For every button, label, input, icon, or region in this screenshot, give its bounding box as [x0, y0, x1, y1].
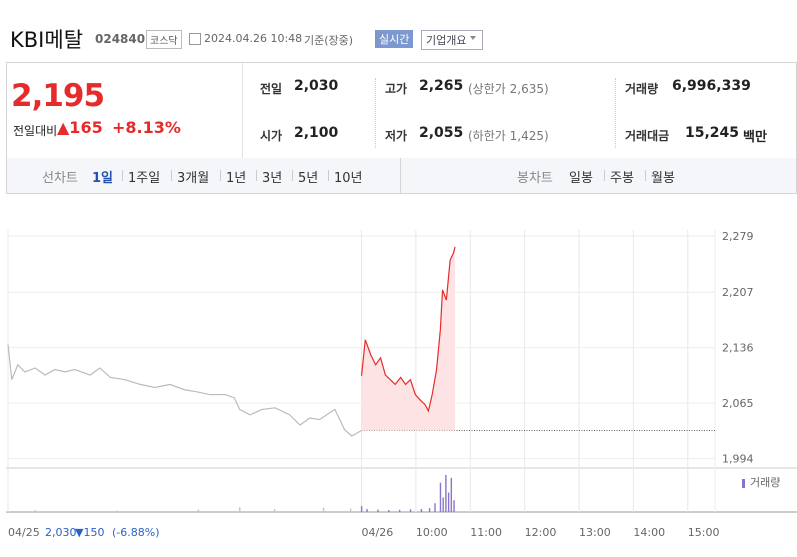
volume-bar — [116, 510, 118, 512]
calendar-icon — [189, 33, 201, 45]
item-label: 시가 — [260, 129, 283, 143]
tab[interactable]: 월봉 — [651, 171, 675, 186]
area-fill — [361, 246, 456, 431]
legend-swatch — [742, 479, 745, 488]
tab[interactable]: 주봉 — [610, 171, 634, 186]
item-label: 전일 — [260, 82, 283, 96]
price: 2,195 — [11, 78, 105, 114]
divider — [615, 78, 617, 148]
item-value: 2,030 — [294, 78, 339, 94]
item-unit: 백만 — [743, 130, 767, 145]
tab-separator — [328, 170, 329, 181]
item-value: 15,245 — [685, 125, 740, 141]
tab-separator — [220, 170, 221, 181]
volume-bar — [322, 507, 325, 512]
tab-label: 선차트 — [42, 171, 78, 186]
item-label: 거래량 — [625, 82, 659, 96]
volume-bar — [388, 510, 390, 512]
x-tick-label: 13:00 — [579, 526, 611, 539]
tab[interactable]: 일봉 — [569, 171, 593, 186]
tab[interactable]: 3개월 — [177, 171, 210, 186]
x-tick-label: 04/25 — [8, 526, 40, 539]
realtime-badge[interactable]: 실시간 — [375, 30, 414, 48]
item-label: 거래대금 — [625, 129, 670, 143]
prev-close: 2,030 — [45, 526, 77, 539]
item-label: 고가 — [385, 82, 408, 96]
item-sub: (하한가 1,425) — [468, 129, 549, 143]
price-line — [7, 344, 362, 437]
y-tick-label: 2,136 — [722, 342, 754, 355]
volume-bar — [442, 497, 444, 512]
dropdown-arrow — [470, 36, 476, 40]
tab-separator — [645, 170, 646, 181]
volume-bar — [450, 477, 453, 512]
change: ▲165 — [57, 118, 103, 137]
volume-bar — [434, 503, 436, 512]
volume-bar — [439, 482, 442, 512]
tab-separator — [256, 170, 257, 181]
divider — [242, 63, 243, 158]
basis: 기준(장중) — [304, 34, 354, 47]
market-badge: 코스닥 — [146, 30, 182, 49]
tab[interactable]: 5년 — [298, 171, 319, 186]
tab[interactable]: 3년 — [262, 171, 283, 186]
change-pct: +8.13% — [112, 118, 181, 137]
item-value: 6,996,339 — [672, 78, 751, 94]
tab-separator — [171, 170, 172, 181]
tab-separator — [292, 170, 293, 181]
volume-bar — [445, 474, 447, 512]
stock-code: 024840 — [95, 32, 146, 46]
prev-change: ▼150 — [75, 526, 104, 539]
tab[interactable]: 1일 — [92, 171, 114, 186]
volume-bar — [239, 507, 241, 512]
tab[interactable]: 10년 — [334, 171, 363, 186]
volume-bar — [197, 509, 200, 512]
volume-legend: 거래량 — [750, 476, 780, 489]
volume-bar — [366, 509, 368, 512]
item-value: 2,265 — [419, 78, 464, 94]
volume-bar — [350, 508, 352, 512]
x-tick-label: 11:00 — [470, 526, 502, 539]
volume-bar — [420, 509, 423, 512]
volume-bar — [377, 509, 379, 512]
company-button[interactable]: 기업개요 — [421, 30, 484, 50]
divider — [400, 158, 401, 193]
x-tick-label: 12:00 — [525, 526, 557, 539]
x-tick-label: 15:00 — [688, 526, 720, 539]
volume-bar — [273, 509, 276, 512]
volume-bar — [360, 506, 363, 512]
tab[interactable]: 1주일 — [128, 171, 161, 186]
volume-bar — [447, 492, 450, 512]
prev-change-pct: (-6.88%) — [112, 526, 160, 539]
volume-bar — [409, 509, 412, 512]
item-sub: (상한가 2,635) — [468, 82, 549, 96]
item-value: 2,055 — [419, 125, 464, 141]
y-tick-label: 2,207 — [722, 286, 754, 299]
x-tick-label: 10:00 — [416, 526, 448, 539]
volume-bar — [428, 508, 431, 512]
price-line — [360, 246, 456, 413]
tab-separator — [604, 170, 605, 181]
tab[interactable]: 1년 — [226, 171, 247, 186]
volume-bar — [34, 510, 36, 512]
y-tick-label: 2,279 — [722, 230, 754, 243]
item-value: 2,100 — [294, 125, 339, 141]
volume-bar — [453, 500, 455, 512]
tab-separator — [122, 170, 123, 181]
item-label: 저가 — [385, 129, 408, 143]
y-tick-label: 1,994 — [722, 453, 754, 466]
y-tick-label: 2,065 — [722, 397, 754, 410]
tab-label: 봉차트 — [517, 171, 553, 186]
change-label: 전일대비 — [13, 124, 58, 138]
divider — [375, 78, 377, 148]
tab-bar — [6, 158, 797, 194]
x-tick-label: 04/26 — [362, 526, 394, 539]
datetime: 2024.04.26 10:48 — [204, 32, 303, 45]
volume-bar — [398, 509, 401, 512]
x-tick-label: 14:00 — [633, 526, 665, 539]
stock-name: KBI메탈 — [10, 28, 84, 52]
